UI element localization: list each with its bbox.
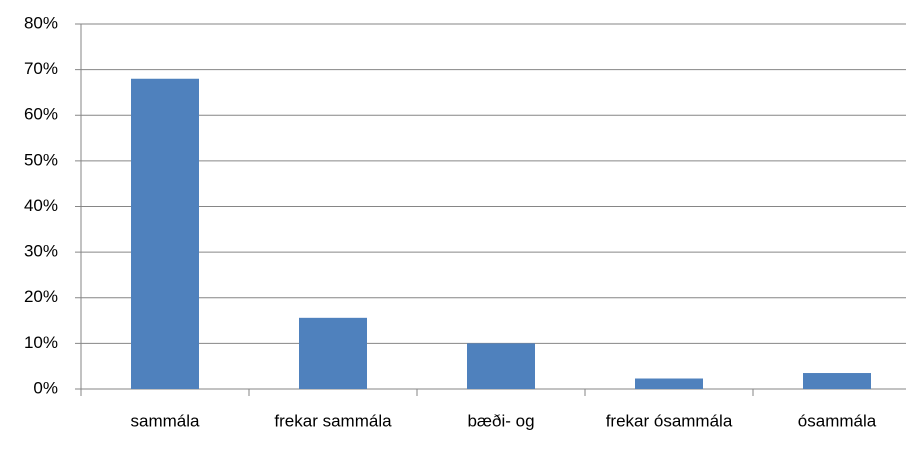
bar — [299, 317, 367, 389]
y-tick-label: 60% — [24, 105, 58, 124]
y-tick-label: 40% — [24, 196, 58, 215]
y-tick-label: 70% — [24, 59, 58, 78]
x-tick-label: ósammála — [798, 411, 877, 430]
x-tick-label: sammála — [131, 411, 201, 430]
bar — [803, 373, 871, 389]
y-tick-label: 30% — [24, 242, 58, 261]
y-tick-label: 0% — [33, 378, 58, 397]
y-tick-label: 20% — [24, 287, 58, 306]
y-tick-label: 80% — [24, 13, 58, 32]
bar — [467, 343, 535, 389]
y-tick-label: 50% — [24, 150, 58, 169]
bar — [635, 378, 703, 389]
y-tick-label: 10% — [24, 333, 58, 352]
bar — [131, 78, 199, 389]
x-tick-label: frekar ósammála — [606, 411, 733, 430]
x-tick-label: bæði- og — [467, 411, 534, 430]
x-tick-label: frekar sammála — [274, 411, 392, 430]
